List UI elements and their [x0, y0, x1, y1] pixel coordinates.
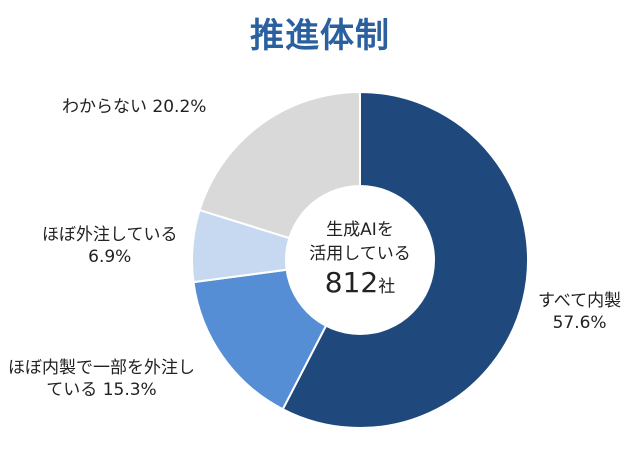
donut-hole — [285, 185, 435, 335]
center-count-unit: 社 — [378, 277, 396, 297]
center-label-line1: 生成AIを — [326, 220, 394, 240]
chart-title: 推進体制 — [250, 16, 390, 56]
center-label-line2: 活用している — [309, 244, 411, 264]
slice-label-3-name: わからない — [62, 97, 147, 117]
slice-label-1: ほぼ内製で一部を外注し ている 15.3% — [8, 357, 195, 401]
slice-label-1-line2: ている 15.3% — [8, 379, 195, 401]
slice-label-1-name2: ている — [46, 380, 98, 400]
center-label: 生成AIを 活用している 812社 — [290, 218, 430, 304]
slice-label-2-value: 6.9% — [88, 247, 132, 267]
slice-label-3-value: 20.2% — [152, 97, 207, 117]
slice-label-2: ほぼ外注している 6.9% — [42, 224, 178, 268]
slice-label-2-name: ほぼ外注している — [42, 225, 178, 245]
slice-label-0-name: すべて内製 — [538, 291, 622, 311]
center-count-number: 812 — [324, 266, 379, 299]
slice-label-1-value: 15.3% — [102, 380, 157, 400]
slice-label-1-name: ほぼ内製で一部を外注し — [8, 358, 195, 378]
slice-label-0-value: 57.6% — [552, 313, 607, 333]
slice-label-0: すべて内製 57.6% — [538, 290, 621, 334]
slice-label-3: わからない 20.2% — [62, 96, 206, 118]
center-count: 812社 — [290, 266, 430, 304]
